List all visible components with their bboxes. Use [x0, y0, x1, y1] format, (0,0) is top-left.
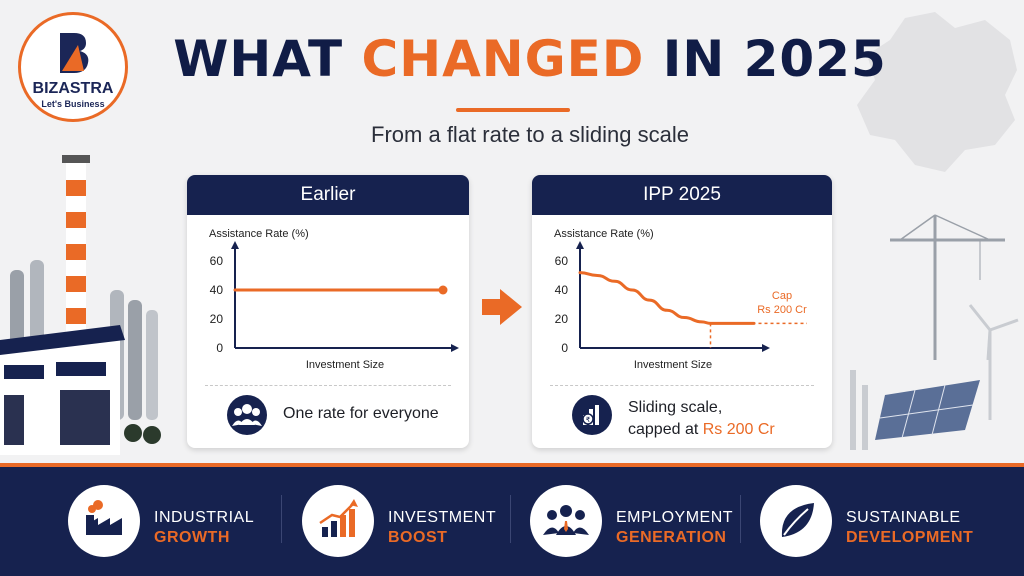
- y-tick-label: 40: [555, 283, 569, 297]
- bizastra-logo[interactable]: BIZASTRA Let's Business: [18, 12, 128, 122]
- ipp-chart: Assistance Rate (%) 60 40 20 0 Investment Siz…: [554, 228, 807, 371]
- factory-icon: [68, 485, 140, 557]
- series-line: [578, 271, 756, 325]
- feature-employment-generation: EMPLOYMENT GENERATION: [530, 479, 740, 563]
- y-tick-label: 0: [561, 341, 568, 355]
- y-axis-label: Assistance Rate (%): [209, 228, 309, 240]
- feature-line2: BOOST: [388, 529, 448, 546]
- y-tick-label: 20: [210, 312, 224, 326]
- arrow-right-icon: [482, 289, 522, 325]
- feature-line1: INDUSTRIAL: [154, 509, 255, 526]
- feature-line1: EMPLOYMENT: [616, 509, 734, 526]
- state-map-illustration: [857, 12, 1017, 172]
- page-subtitle: From a flat rate to a sliding scale: [371, 122, 689, 147]
- feature-industrial-growth: INDUSTRIAL GROWTH: [68, 479, 268, 563]
- feature-line2: GROWTH: [154, 529, 230, 546]
- feature-separator: [281, 495, 282, 543]
- svg-text:₹: ₹: [586, 416, 591, 424]
- bar-chart-coin-icon: ₹: [572, 395, 612, 435]
- y-axis-arrow: [576, 241, 584, 249]
- logo-mark-icon: [60, 33, 89, 73]
- earlier-card-heading: Earlier: [187, 175, 469, 215]
- y-tick-label: 60: [555, 254, 569, 268]
- ipp-footer-prefix: capped at: [628, 421, 703, 438]
- x-axis-label: Investment Size: [634, 359, 712, 371]
- x-axis-arrow: [451, 344, 459, 352]
- feature-line2: GENERATION: [616, 529, 727, 546]
- title-part2: IN 2025: [644, 30, 887, 88]
- x-axis-arrow: [762, 344, 770, 352]
- series-end-point: [438, 285, 448, 295]
- logo-name: BIZASTRA: [32, 80, 114, 97]
- cap-value-label: Rs 200 Cr: [757, 304, 807, 316]
- feature-line1: INVESTMENT: [388, 509, 497, 526]
- leaf-icon: [760, 485, 832, 557]
- y-tick-label: 40: [210, 283, 224, 297]
- x-axis-label: Investment Size: [306, 359, 384, 371]
- ipp-footer-line2: capped at Rs 200 Cr: [628, 419, 775, 441]
- feature-line2: DEVELOPMENT: [846, 529, 974, 546]
- people-icon: [530, 485, 602, 557]
- feature-line1: SUSTAINABLE: [846, 509, 961, 526]
- ipp-footer-line1: Sliding scale,: [628, 399, 723, 416]
- ipp-card-heading: IPP 2025: [532, 175, 832, 215]
- y-tick-label: 20: [555, 312, 569, 326]
- band-accent-line: [0, 463, 1024, 467]
- y-tick-label: 0: [216, 341, 223, 355]
- cap-label: Cap: [772, 290, 792, 302]
- earlier-card: Earlier Assistance Rate (%) 60 40 20 0 Invest…: [187, 175, 469, 448]
- feature-separator: [510, 495, 511, 543]
- y-tick-label: 60: [210, 254, 224, 268]
- card-divider: [205, 385, 451, 386]
- y-axis-label: Assistance Rate (%): [554, 228, 654, 240]
- factory-illustration: [0, 155, 161, 455]
- logo-tagline: Let's Business: [41, 99, 105, 109]
- earlier-footer-text: One rate for everyone: [283, 405, 439, 422]
- ipp-footer-text: Sliding scale, capped at Rs 200 Cr: [628, 397, 775, 441]
- ipp-2025-card: IPP 2025 Assistance Rate (%) 60 40 20 0 Inves…: [532, 175, 832, 448]
- page-title: WHAT CHANGED IN 2025: [150, 30, 910, 88]
- growth-chart-icon: [302, 485, 374, 557]
- title-underline: [456, 108, 570, 112]
- title-part1: WHAT: [173, 30, 362, 88]
- feature-sustainable-development: SUSTAINABLE DEVELOPMENT: [760, 479, 990, 563]
- y-axis-arrow: [231, 241, 239, 249]
- feature-investment-boost: INVESTMENT BOOST: [302, 479, 502, 563]
- renewable-energy-illustration: [850, 214, 1019, 450]
- features-band: INDUSTRIAL GROWTH INVESTMENT BOOST: [0, 467, 1024, 576]
- people-group-icon: [227, 395, 267, 435]
- feature-separator: [740, 495, 741, 543]
- ipp-footer-cap: Rs 200 Cr: [702, 421, 775, 438]
- card-divider: [550, 385, 814, 386]
- title-accent: CHANGED: [361, 30, 645, 88]
- earlier-chart: Assistance Rate (%) 60 40 20 0 Investment Siz…: [209, 228, 459, 371]
